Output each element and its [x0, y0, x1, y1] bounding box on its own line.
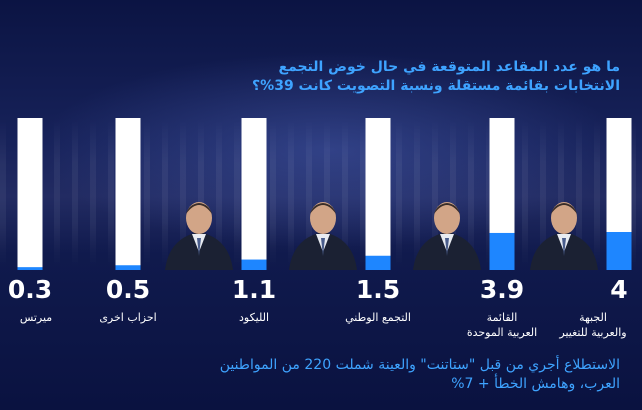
bar-track: [17, 118, 43, 270]
photo-tie: [321, 238, 325, 256]
bar: [489, 232, 515, 270]
category-label-line: الليكود: [238, 311, 270, 324]
bar-value-label: 1.1: [231, 275, 277, 304]
photo-hair: [551, 203, 577, 214]
category-label-line: القائمة: [486, 311, 518, 324]
photo-face: [434, 202, 460, 234]
category-label-line: احزاب اخرى: [99, 311, 157, 324]
bar-category-label: القائمة العربية الموحدة: [442, 310, 562, 340]
photo-face: [186, 202, 212, 234]
bar-category-label: التجمع الوطني: [318, 310, 438, 325]
bar-track: [115, 118, 141, 270]
bar-value-label: 3.9: [479, 275, 525, 304]
category-label-line: ميرتس: [19, 311, 53, 324]
bar: [365, 255, 391, 270]
candidate-photo: [413, 202, 481, 270]
category-label-line: الجبهة: [579, 311, 607, 324]
photo-face: [310, 202, 336, 234]
category-label-line: التجمع الوطني: [345, 311, 411, 324]
category-label-line: العربية الموحدة: [466, 326, 538, 339]
chart-title-line-2: الانتخابات بقائمة مستقلة ونسبة التصويت ك…: [252, 78, 620, 94]
category-label-line: والعربية للتغيير: [559, 326, 627, 339]
candidate-photo: [530, 202, 598, 270]
bar-category-label: احزاب اخرى: [68, 310, 188, 325]
chart-title: ما هو عدد المقاعد المتوقعة في حال خوض ال…: [60, 58, 620, 96]
bar: [115, 265, 141, 270]
bar-track: [365, 118, 391, 270]
candidate-photo: [165, 202, 233, 270]
bar-category-label: ميرتس: [0, 310, 96, 325]
bar: [606, 232, 632, 270]
chart-title-line-1: ما هو عدد المقاعد المتوقعة في حال خوض ال…: [278, 59, 621, 75]
photo-face: [551, 202, 577, 234]
bar-category-label: الليكود: [194, 310, 314, 325]
bar-category-label: الجبهة والعربية للتغيير: [533, 310, 642, 340]
photo-tie: [445, 238, 449, 256]
bar: [17, 267, 43, 270]
photo-tie: [562, 238, 566, 256]
survey-footnote: الاستطلاع أجري من قبل "ستاتنت" والعينة ش…: [20, 356, 620, 394]
survey-footnote-line-1: الاستطلاع أجري من قبل "ستاتنت" والعينة ش…: [219, 357, 620, 373]
bar-value-label: 0.3: [7, 275, 53, 304]
bar-value-label: 0.5: [105, 275, 151, 304]
bar-track: [241, 118, 267, 270]
candidate-photo: [289, 202, 357, 270]
bar-value-label: 1.5: [355, 275, 401, 304]
bar: [241, 259, 267, 270]
bar-value-label: 4: [610, 275, 628, 304]
survey-footnote-line-2: العرب، وهامش الخطأ + 7%: [451, 376, 620, 392]
photo-tie: [197, 238, 201, 256]
photo-hair: [186, 203, 212, 214]
photo-hair: [434, 203, 460, 214]
photo-hair: [310, 203, 336, 214]
